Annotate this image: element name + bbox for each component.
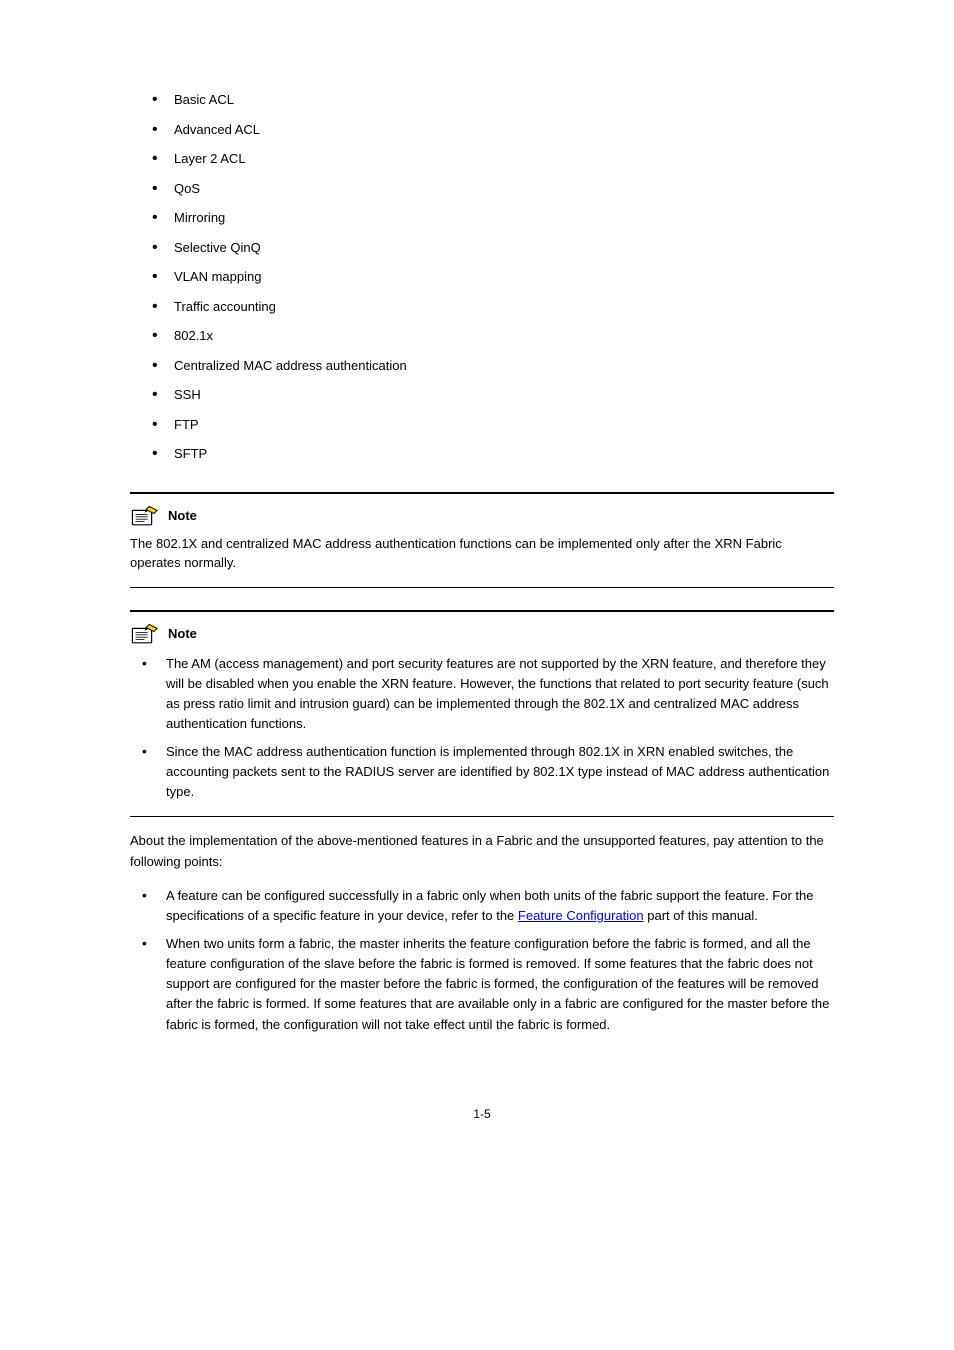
feature-list: Basic ACL Advanced ACL Layer 2 ACL QoS M… — [130, 90, 834, 464]
note-icon — [130, 622, 162, 646]
list-item: Selective QinQ — [152, 238, 834, 258]
list-item: The AM (access management) and port secu… — [142, 654, 834, 735]
list-item: 802.1x — [152, 326, 834, 346]
divider — [130, 587, 834, 588]
list-item: Centralized MAC address authentication — [152, 356, 834, 376]
divider — [130, 610, 834, 612]
body-text: When two units form a fabric, the master… — [166, 936, 829, 1032]
page-number: 1-5 — [130, 1105, 834, 1123]
note-icon — [130, 504, 162, 528]
divider — [130, 816, 834, 817]
list-item: Since the MAC address authentication fun… — [142, 742, 834, 802]
note-bullets: The AM (access management) and port secu… — [130, 654, 834, 803]
list-item: QoS — [152, 179, 834, 199]
note-header: Note — [130, 622, 834, 646]
body-paragraph: About the implementation of the above-me… — [130, 831, 834, 871]
list-item: Advanced ACL — [152, 120, 834, 140]
list-item: Basic ACL — [152, 90, 834, 110]
list-item: Mirroring — [152, 208, 834, 228]
list-item: VLAN mapping — [152, 267, 834, 287]
list-item: Layer 2 ACL — [152, 149, 834, 169]
note-header: Note — [130, 504, 834, 528]
list-item: A feature can be configured successfully… — [142, 886, 834, 926]
note-block-2: Note The AM (access management) and port… — [130, 622, 834, 803]
note-label: Note — [168, 506, 197, 526]
list-item: SSH — [152, 385, 834, 405]
feature-config-link[interactable]: Feature Configuration — [518, 908, 644, 923]
note-body: The 802.1X and centralized MAC address a… — [130, 534, 834, 573]
list-item: Traffic accounting — [152, 297, 834, 317]
note-block-1: Note The 802.1X and centralized MAC addr… — [130, 504, 834, 573]
list-item: When two units form a fabric, the master… — [142, 934, 834, 1035]
note-label: Note — [168, 624, 197, 644]
body-bullets: A feature can be configured successfully… — [130, 886, 834, 1035]
divider — [130, 492, 834, 494]
list-item: FTP — [152, 415, 834, 435]
body-text: part of this manual. — [644, 908, 758, 923]
list-item: SFTP — [152, 444, 834, 464]
